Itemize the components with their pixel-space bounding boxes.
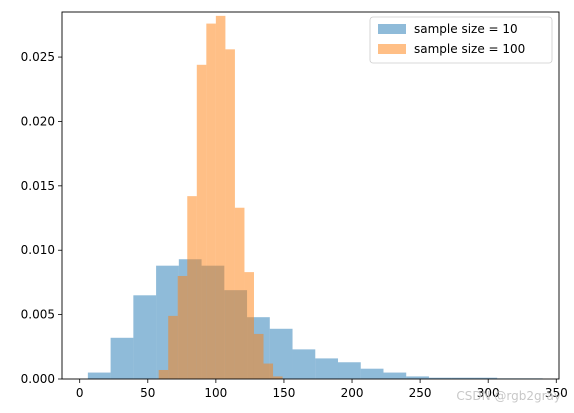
legend-item: sample size = 100 — [378, 42, 525, 56]
bar — [133, 295, 157, 379]
bar — [158, 369, 169, 379]
bar — [234, 207, 245, 379]
y-tick-label: 0.020 — [21, 114, 55, 128]
legend-label: sample size = 100 — [414, 42, 525, 56]
x-tick-label: 50 — [140, 386, 155, 400]
bar — [338, 362, 361, 379]
bar — [292, 349, 316, 379]
y-tick-label: 0.010 — [21, 243, 55, 257]
x-tick-label: 300 — [477, 386, 500, 400]
y-tick-label: 0.025 — [21, 50, 55, 64]
bar — [177, 275, 188, 379]
bar — [187, 196, 197, 379]
legend-box — [369, 16, 553, 64]
bar — [406, 376, 429, 379]
x-tick-label: 100 — [204, 386, 227, 400]
bar — [273, 376, 283, 379]
bar — [474, 377, 498, 379]
bar — [168, 315, 178, 379]
x-tick-label: 200 — [341, 386, 364, 400]
bar — [428, 377, 452, 379]
bar — [215, 15, 226, 380]
watermark-text: CSDN @rgb2gray — [456, 389, 561, 403]
bar — [87, 372, 111, 379]
bar — [110, 337, 134, 379]
x-axis: 0 50 100 150 200 250 300 350 — [76, 379, 568, 400]
x-tick-label: 250 — [409, 386, 432, 400]
bars-layer — [87, 15, 543, 380]
x-tick-label: 150 — [272, 386, 295, 400]
y-axis: 0.000 0.005 0.010 0.015 0.020 0.025 — [21, 50, 62, 386]
bar — [206, 23, 216, 380]
bar — [383, 372, 407, 379]
legend-item: sample size = 10 — [378, 22, 518, 36]
axes-frame — [61, 11, 560, 380]
series-2 — [158, 15, 283, 380]
bar — [225, 49, 235, 380]
y-tick-label: 0.015 — [21, 179, 55, 193]
bar — [196, 64, 207, 380]
bar — [360, 368, 384, 379]
legend-swatch — [378, 24, 406, 34]
bar — [244, 272, 254, 379]
x-tick-label: 350 — [545, 386, 568, 400]
bar — [253, 333, 264, 379]
y-tick-label: 0.000 — [21, 372, 55, 386]
bar — [269, 328, 293, 379]
legend: sample size = 10 sample size = 100 — [369, 16, 553, 64]
legend-label: sample size = 10 — [414, 22, 518, 36]
x-tick-label: 0 — [76, 386, 84, 400]
bar — [263, 363, 274, 379]
bar — [451, 377, 475, 379]
legend-swatch — [378, 44, 406, 54]
y-tick-label: 0.005 — [21, 308, 55, 322]
bar — [315, 358, 339, 379]
